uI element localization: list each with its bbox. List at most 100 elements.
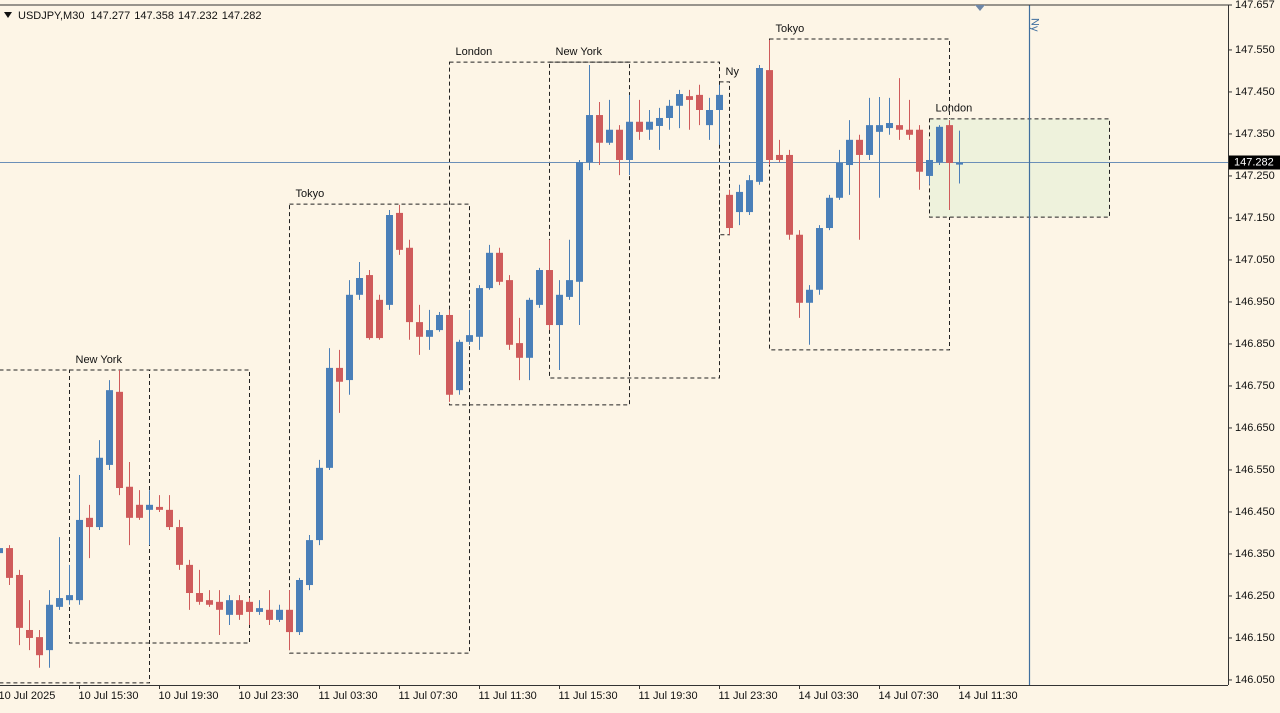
candle-body xyxy=(306,540,313,586)
candle-body xyxy=(696,94,703,111)
candle-body xyxy=(556,294,563,326)
candle-body xyxy=(56,598,63,607)
candle-body xyxy=(766,70,773,160)
candle-body xyxy=(0,548,3,554)
candle-body xyxy=(326,367,333,468)
y-tick-label: 146.050 xyxy=(1235,674,1275,686)
y-tick-label: 146.150 xyxy=(1235,632,1275,644)
x-tick-label: 11 Jul 15:30 xyxy=(559,690,618,702)
x-tick-label: 11 Jul 23:30 xyxy=(719,690,778,702)
x-tick-label: 11 Jul 11:30 xyxy=(479,690,537,702)
candle-body xyxy=(686,96,693,100)
candle-body xyxy=(636,121,643,132)
candle-body xyxy=(146,504,153,510)
y-tick-label: 146.750 xyxy=(1235,380,1275,392)
candle-body xyxy=(256,608,263,612)
session-box xyxy=(449,61,630,406)
candle-body xyxy=(16,574,23,628)
header-high: 147.358 xyxy=(134,10,174,22)
candle-body xyxy=(566,280,573,297)
x-tick-label: 10 Jul 2025 xyxy=(0,690,55,702)
candle-body xyxy=(416,322,423,337)
candle-body xyxy=(616,129,623,160)
candle-body xyxy=(276,609,283,620)
candle-body xyxy=(496,252,503,282)
session-label: New York xyxy=(556,46,603,58)
y-tick-label: 147.350 xyxy=(1235,128,1275,140)
candle-body xyxy=(736,191,743,213)
candle-body xyxy=(656,117,663,126)
candle-body xyxy=(346,294,353,381)
candle-body xyxy=(296,579,303,633)
y-tick-label: 147.150 xyxy=(1235,212,1275,224)
candle-body xyxy=(846,139,853,166)
candle-body xyxy=(76,519,83,601)
candle-body xyxy=(456,341,463,391)
candle-body xyxy=(786,154,793,235)
candle-body xyxy=(816,228,823,290)
candle-body xyxy=(936,126,943,163)
candle-body xyxy=(606,129,613,143)
candle-body xyxy=(376,299,383,339)
y-tick-label: 146.850 xyxy=(1235,338,1275,350)
candle-body xyxy=(236,600,243,615)
candle-body xyxy=(876,125,883,132)
session-label: Ny xyxy=(726,66,740,78)
header-close: 147.282 xyxy=(222,10,262,22)
candle-body xyxy=(666,105,673,118)
session-box xyxy=(69,369,250,644)
y-tick-label: 146.950 xyxy=(1235,296,1275,308)
y-tick-label: 146.350 xyxy=(1235,548,1275,560)
x-tick-label: 14 Jul 11:30 xyxy=(959,690,1018,702)
candle-body xyxy=(116,391,123,489)
candle-body xyxy=(476,288,483,337)
candle-body xyxy=(466,335,473,342)
candle-body xyxy=(226,600,233,615)
y-tick-label: 147.450 xyxy=(1235,86,1275,98)
candle-body xyxy=(316,467,323,541)
x-tick-label: 14 Jul 03:30 xyxy=(799,690,859,702)
candle-body xyxy=(956,162,963,165)
candle-body xyxy=(386,215,393,305)
candle-body xyxy=(776,154,783,160)
candle-body xyxy=(906,129,913,135)
candle-body xyxy=(536,270,543,305)
vertical-line-label: Ny xyxy=(1029,18,1041,32)
candle-body xyxy=(676,94,683,106)
candle-body xyxy=(506,280,513,345)
candle-body xyxy=(526,299,533,358)
candle-body xyxy=(576,162,583,282)
candle-body xyxy=(916,129,923,172)
x-tick-label: 10 Jul 15:30 xyxy=(79,690,139,702)
session-label: London xyxy=(456,46,493,58)
x-tick-label: 14 Jul 07:30 xyxy=(879,690,939,702)
x-tick-label: 11 Jul 03:30 xyxy=(319,690,378,702)
candle-body xyxy=(206,600,213,605)
x-tick-label: 10 Jul 23:30 xyxy=(239,690,299,702)
candle-body xyxy=(436,314,443,331)
candle-body xyxy=(66,595,73,601)
chart-header: USDJPY,M30 147.277 147.358 147.232 147.282 xyxy=(18,10,262,22)
y-tick-label: 147.250 xyxy=(1235,170,1275,182)
header-low: 147.232 xyxy=(178,10,218,22)
candle-body xyxy=(756,68,763,182)
candle-body xyxy=(596,115,603,143)
candle-body xyxy=(836,162,843,198)
candle-body xyxy=(246,601,253,612)
x-tick-label: 11 Jul 07:30 xyxy=(399,690,458,702)
session-box xyxy=(549,61,720,379)
candle-body xyxy=(716,94,723,111)
y-tick-label: 147.050 xyxy=(1235,254,1275,266)
candle-body xyxy=(406,247,413,323)
candle-body xyxy=(516,343,523,358)
candle-body xyxy=(706,110,713,126)
candle-body xyxy=(426,330,433,337)
candle-body xyxy=(366,275,373,339)
candle-body xyxy=(826,197,833,229)
session-box xyxy=(719,81,730,236)
candle-body xyxy=(726,194,733,229)
session-box xyxy=(769,38,950,351)
menu-triangle xyxy=(4,12,12,18)
candle-body xyxy=(126,486,133,518)
